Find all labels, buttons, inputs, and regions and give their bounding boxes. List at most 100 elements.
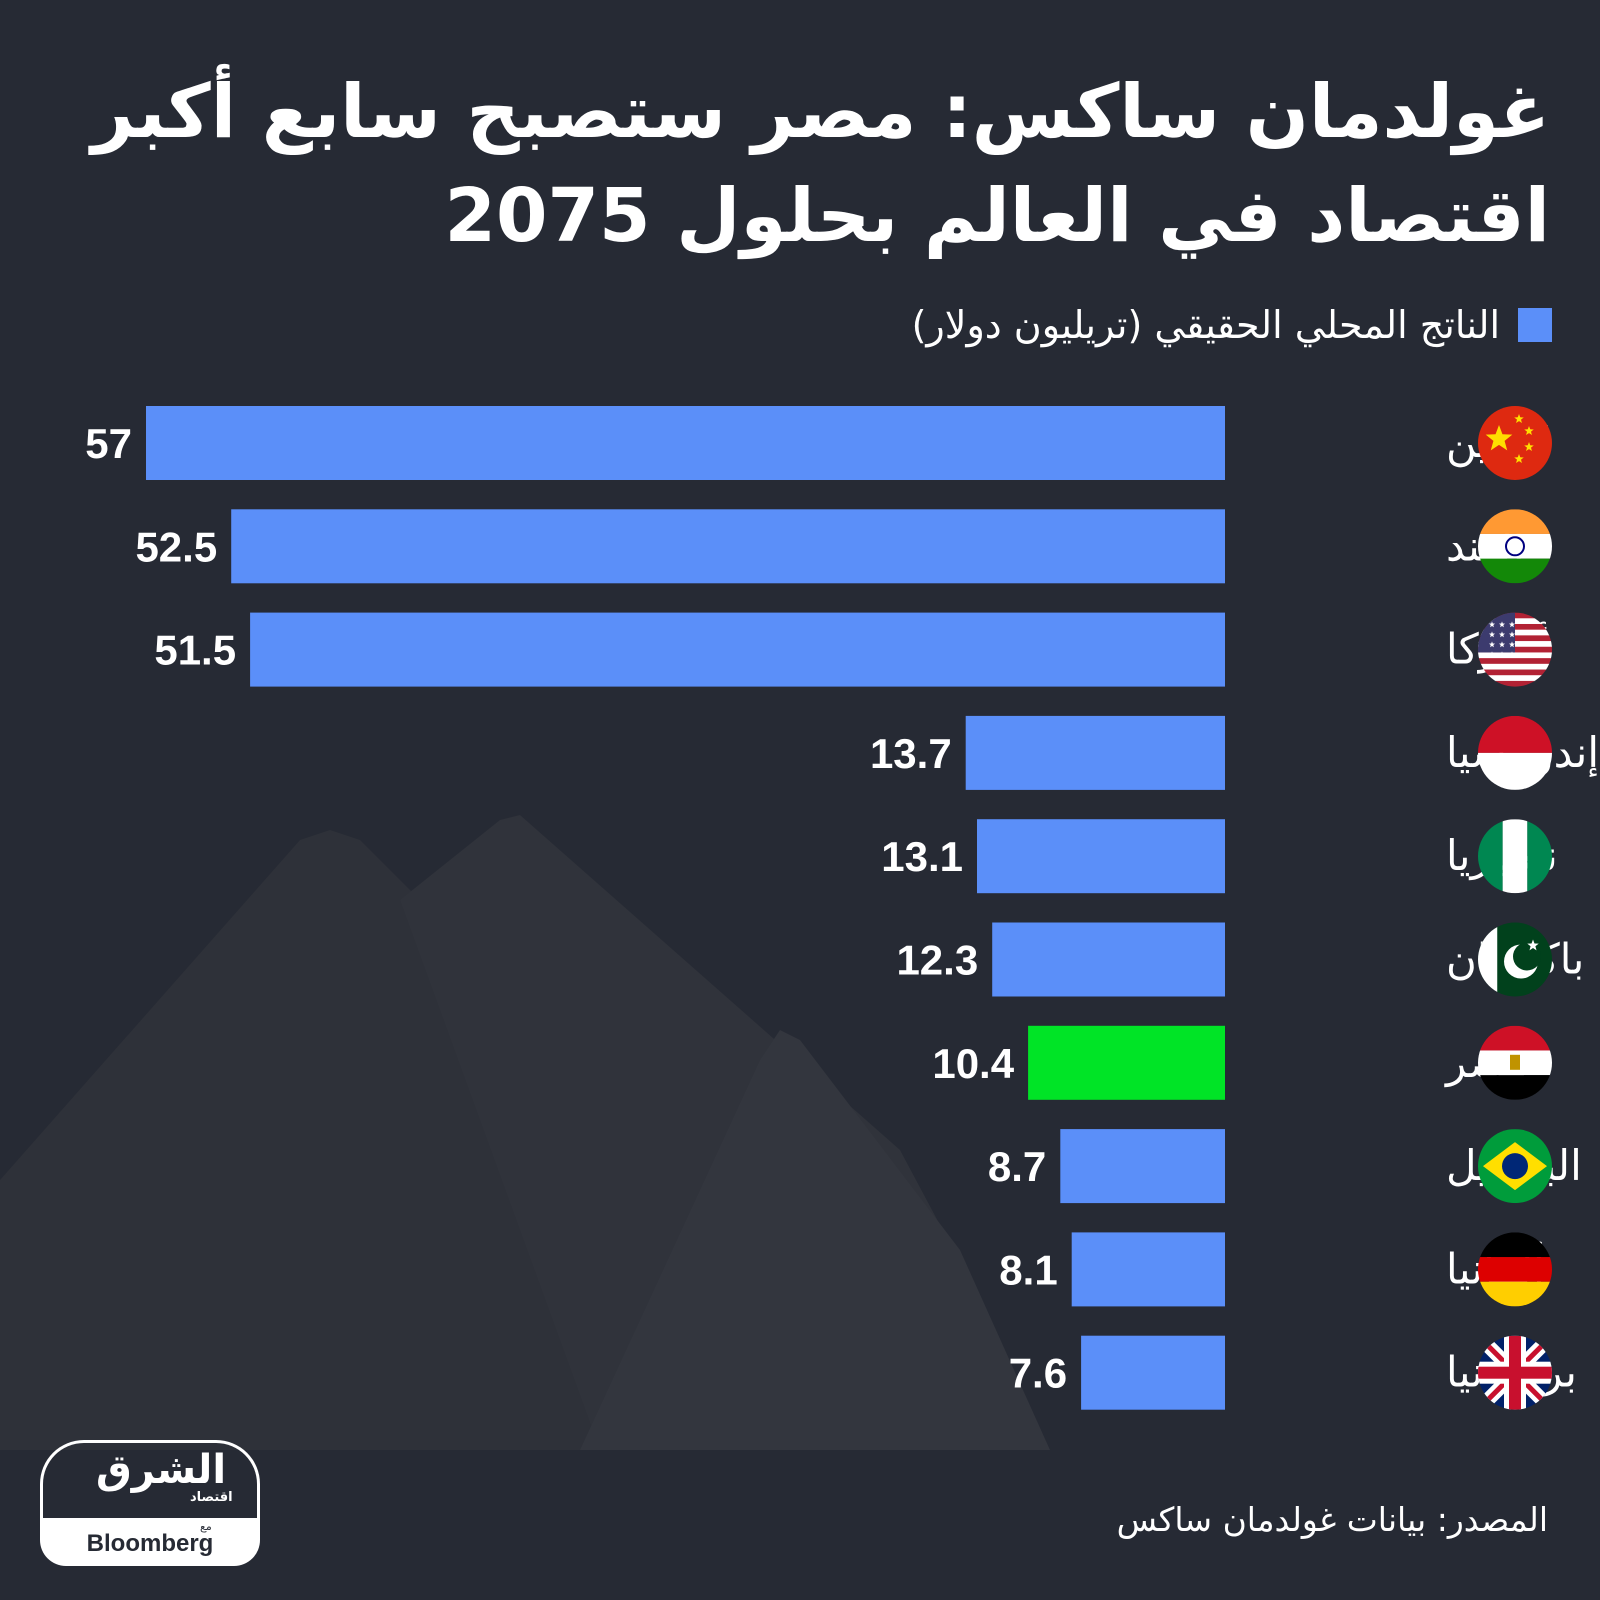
asharq-bloomberg-logo: الشرق اقتصاد مع Bloomberg bbox=[40, 1440, 260, 1566]
bar bbox=[1071, 1232, 1225, 1307]
bar-row: 51.5أميركا bbox=[154, 612, 1552, 687]
flag-shapes bbox=[1478, 509, 1552, 584]
bar-value-label: 52.5 bbox=[135, 523, 217, 570]
source-note: المصدر: بيانات غولدمان ساكس bbox=[1116, 1500, 1548, 1539]
indonesia-flag-icon bbox=[1478, 715, 1552, 790]
flag-stripe bbox=[1478, 1281, 1552, 1307]
bar-value-label: 8.7 bbox=[988, 1143, 1046, 1190]
bar bbox=[965, 715, 1225, 790]
flag-stripe bbox=[1478, 658, 1552, 665]
flag-shapes bbox=[1478, 715, 1552, 790]
flag-star bbox=[1498, 641, 1506, 648]
bar-value-label: 13.1 bbox=[881, 833, 963, 880]
flag-stripe bbox=[1478, 652, 1552, 659]
bar bbox=[977, 819, 1225, 894]
flag-eagle bbox=[1510, 1054, 1520, 1070]
flag-star bbox=[1498, 651, 1506, 658]
flag-big-star bbox=[1485, 425, 1513, 451]
flag-small-star bbox=[1524, 426, 1534, 436]
logo-frame bbox=[40, 1440, 260, 1521]
bar-row: 7.6بريطانيا bbox=[1009, 1335, 1577, 1410]
flag-cross-red bbox=[1478, 1366, 1552, 1379]
nigeria-flag-icon bbox=[1478, 819, 1552, 894]
flag-stripe bbox=[1478, 715, 1552, 753]
flag-crescent-cut bbox=[1513, 942, 1541, 971]
bar bbox=[1081, 1335, 1225, 1410]
germany-flag-icon bbox=[1478, 1232, 1552, 1307]
bar-value-label: 10.4 bbox=[932, 1040, 1014, 1087]
flag-star bbox=[1527, 939, 1539, 951]
flag-star bbox=[1498, 621, 1506, 628]
logo-partner-text: Bloomberg bbox=[86, 1530, 214, 1557]
legend-swatch bbox=[1518, 308, 1552, 342]
flag-shapes bbox=[1478, 1232, 1552, 1307]
china-flag-icon bbox=[1478, 406, 1552, 480]
flag-stripe bbox=[1478, 1257, 1552, 1282]
chart-title: غولدمان ساكس: مصر ستصبح سابع أكبر اقتصاد… bbox=[91, 69, 1550, 259]
brazil-flag-icon bbox=[1478, 1129, 1552, 1204]
flag-shapes bbox=[1478, 819, 1552, 894]
logo-with-text: مع bbox=[200, 1520, 212, 1533]
flag-shapes bbox=[1478, 922, 1552, 997]
flag-star bbox=[1488, 641, 1496, 648]
bar bbox=[992, 922, 1225, 997]
uk-flag-icon bbox=[1478, 1335, 1552, 1410]
flag-shapes bbox=[1478, 1025, 1552, 1100]
flag-stripe bbox=[1478, 675, 1552, 682]
bar bbox=[231, 509, 1225, 584]
flag-star bbox=[1508, 651, 1516, 658]
flag-stripe bbox=[1478, 509, 1552, 534]
bar-value-label: 12.3 bbox=[896, 937, 978, 984]
bar bbox=[146, 406, 1225, 480]
flag-small-star bbox=[1514, 454, 1524, 464]
flag-stripe bbox=[1478, 680, 1552, 687]
flag-stripe bbox=[1478, 1025, 1552, 1051]
flag-shapes bbox=[1478, 406, 1552, 480]
legend-label: الناتج المحلي الحقيقي (تريليون دولار) bbox=[911, 303, 1500, 347]
bar-row: 10.4مصر bbox=[932, 1025, 1552, 1100]
bar-row: 8.7البرازيل bbox=[988, 1129, 1582, 1204]
flag-field bbox=[1478, 406, 1552, 480]
flag-star bbox=[1498, 631, 1506, 638]
bar-row: 12.3باكستان bbox=[896, 922, 1584, 997]
bar bbox=[1060, 1129, 1225, 1204]
bar-value-label: 13.7 bbox=[870, 730, 952, 777]
flag-star bbox=[1508, 621, 1516, 628]
flag-star bbox=[1488, 651, 1496, 658]
bar-row: 52.5الهند bbox=[135, 509, 1552, 584]
flag-shapes bbox=[1478, 612, 1552, 687]
flag-stripe bbox=[1502, 819, 1528, 894]
bar-value-label: 51.5 bbox=[154, 627, 236, 674]
logo-sub-text: اقتصاد bbox=[190, 1490, 233, 1505]
legend: الناتج المحلي الحقيقي (تريليون دولار) bbox=[912, 300, 1552, 350]
flag-shapes bbox=[1478, 1129, 1552, 1204]
flag-stripe bbox=[1478, 1232, 1552, 1258]
pakistan-flag-icon bbox=[1478, 922, 1552, 997]
bar-row: 13.7إندونيسيا bbox=[870, 715, 1599, 790]
logo-main-text: الشرق bbox=[95, 1447, 227, 1493]
flag-canton bbox=[1478, 612, 1515, 653]
egypt-flag-icon bbox=[1478, 1025, 1552, 1100]
bar bbox=[250, 612, 1226, 687]
logo-band: مع Bloomberg bbox=[40, 1518, 260, 1566]
bar-row: 57الصين bbox=[85, 406, 1552, 480]
flag-stripe bbox=[1478, 669, 1552, 676]
flag-star bbox=[1508, 641, 1516, 648]
flag-small-star bbox=[1514, 414, 1524, 424]
bar-value-label: 8.1 bbox=[999, 1246, 1057, 1293]
bar-row: 13.1نيجيريا bbox=[881, 819, 1558, 894]
flag-stripe bbox=[1478, 1075, 1552, 1100]
flag-globe bbox=[1502, 1153, 1528, 1180]
flag-stripe bbox=[1478, 558, 1552, 584]
flag-small-star bbox=[1524, 442, 1534, 452]
flag-star bbox=[1488, 621, 1496, 628]
flag-chakra bbox=[1505, 536, 1525, 557]
flag-stripe bbox=[1478, 663, 1552, 671]
bar-row: 8.1ألمانيا bbox=[999, 1232, 1552, 1307]
bar-value-label: 7.6 bbox=[1009, 1350, 1067, 1397]
flag-stripe bbox=[1478, 752, 1552, 790]
bar-highlight bbox=[1028, 1025, 1225, 1100]
flag-star bbox=[1488, 631, 1496, 638]
